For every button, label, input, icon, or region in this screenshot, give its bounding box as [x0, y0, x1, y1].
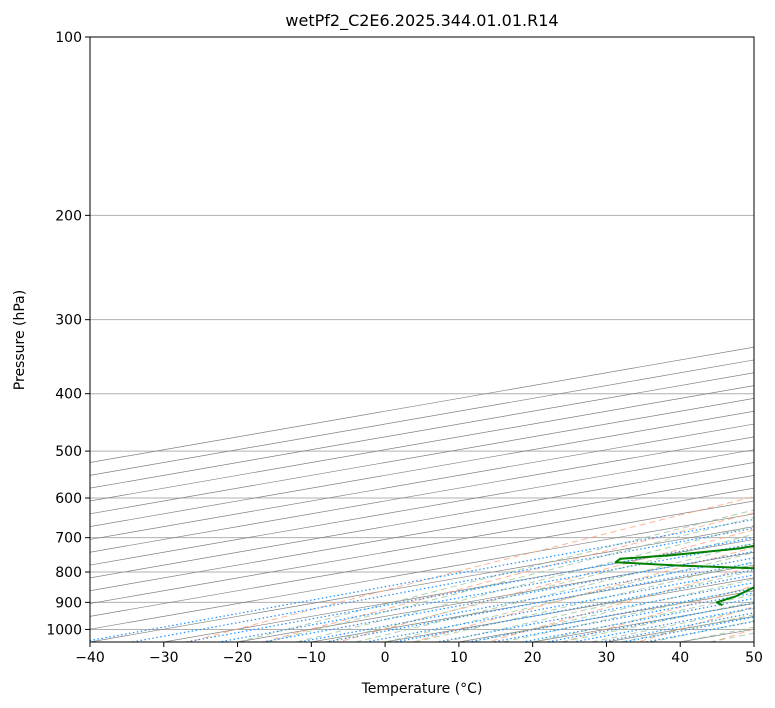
- isotherm-line: [90, 372, 754, 489]
- isotherm-line: [532, 603, 754, 642]
- mixing-ratio-line: [219, 543, 754, 642]
- x-tick-label: 30: [598, 650, 616, 666]
- y-tick-label: 700: [55, 531, 82, 547]
- y-tick-label: 300: [55, 313, 82, 329]
- y-tick-label: 900: [55, 595, 82, 611]
- isotherm-line: [90, 423, 754, 540]
- x-tick-label: 10: [450, 650, 468, 666]
- moist-adiabat-line: [296, 525, 754, 642]
- isotherm-line: [680, 628, 754, 642]
- axes: −40 −30 −20 −10 0 10 20 30 40 50 100 200 300 400 500 60…: [46, 30, 763, 666]
- y-tick-label: 500: [55, 444, 82, 460]
- y-tick-label: 600: [55, 491, 82, 507]
- isotherm-line: [90, 346, 754, 463]
- mixing-ratio-line: [131, 527, 754, 642]
- temperature-profile: [759, 37, 775, 605]
- x-tick-label: 50: [745, 650, 763, 666]
- x-tick-label: −20: [223, 650, 253, 666]
- plot-frame: [89, 36, 755, 643]
- isotherm-line: [90, 398, 754, 515]
- isotherm-line: [90, 526, 754, 642]
- isotherm-line: [90, 436, 754, 553]
- x-tick-label: 0: [381, 650, 390, 666]
- dry-adiabat-line: [712, 628, 754, 642]
- dry-adiabat-line: [263, 512, 754, 642]
- mixing-ratio-line: [185, 537, 754, 642]
- y-tick-label: 100: [55, 30, 82, 46]
- moist-adiabat-line: [266, 517, 754, 642]
- x-axis-label: Temperature (°C): [361, 681, 483, 697]
- moist-adiabat-line: [473, 578, 754, 642]
- y-tick-label: 800: [55, 565, 82, 581]
- y-axis-label: Pressure (hPa): [12, 290, 28, 390]
- moist-adiabat-line: [621, 614, 754, 642]
- isotherm-line: [753, 641, 754, 642]
- plot-area: [90, 37, 775, 642]
- x-tick-label: −10: [297, 650, 327, 666]
- isotherm-line: [458, 590, 754, 642]
- chart-title: wetPf2_C2E6.2025.344.01.01.R14: [285, 11, 558, 31]
- moist-adiabat-line: [532, 594, 754, 642]
- isotherm-line: [90, 449, 754, 566]
- isotherm-line: [163, 539, 754, 642]
- isotherm-line: [90, 513, 754, 630]
- y-tick-label: 1000: [46, 622, 82, 638]
- isotherm-line: [90, 359, 754, 476]
- dry-adiabat-line: [562, 585, 754, 642]
- mixing-ratio-line: [467, 587, 754, 642]
- plot-clip-group: [90, 37, 775, 642]
- mixing-ratio-line: [394, 574, 754, 642]
- x-tick-label: −30: [149, 650, 179, 666]
- moist-adiabat-line: [562, 601, 754, 642]
- isotherm-line: [90, 500, 754, 617]
- dry-adiabat-line: [338, 529, 754, 642]
- isotherm-line: [90, 410, 754, 527]
- x-tick-label: 20: [524, 650, 542, 666]
- isotherm-line: [606, 616, 754, 642]
- mixing-ratio-line: [522, 597, 754, 642]
- moist-adiabat-line: [503, 586, 754, 642]
- moist-adiabat-line: [325, 533, 754, 642]
- isotherm-line: [90, 462, 754, 579]
- x-tick-label: 40: [671, 650, 689, 666]
- x-tick-label: −40: [75, 650, 105, 666]
- dry-adiabat-line: [188, 496, 754, 642]
- dry-adiabat-line: [488, 565, 754, 642]
- isotherm-line: [90, 385, 754, 502]
- mixing-ratio-line: [90, 518, 754, 642]
- dewpoint-profile: [614, 544, 754, 607]
- y-tick-label: 400: [55, 387, 82, 403]
- moist-adiabat-line: [680, 626, 754, 642]
- isotherm-line: [90, 487, 754, 604]
- y-tick-label: 200: [55, 208, 82, 224]
- isotherm-line: [90, 474, 754, 592]
